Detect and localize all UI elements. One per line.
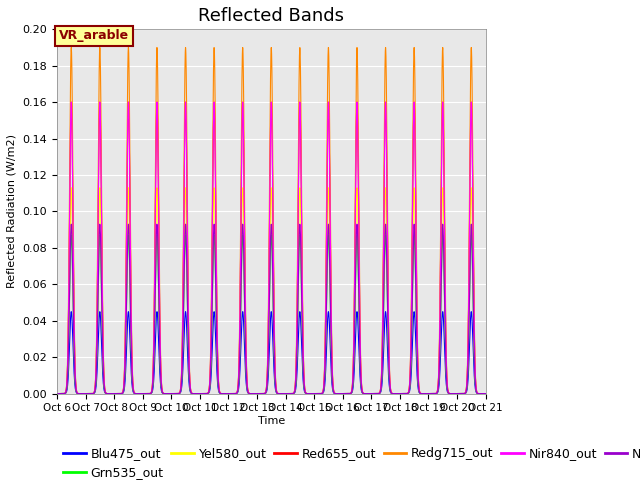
Yel580_out bbox=[256, 391, 264, 396]
Blu475_out bbox=[458, 391, 466, 396]
Redg715_out bbox=[53, 391, 61, 396]
Grn535_out bbox=[67, 232, 75, 238]
Red655_out bbox=[53, 391, 61, 396]
Blu475_out bbox=[199, 391, 207, 396]
Blu475_out bbox=[367, 391, 374, 396]
Grn535_out bbox=[199, 391, 207, 396]
Nir945_out bbox=[378, 360, 386, 366]
Nir945_out bbox=[367, 391, 374, 396]
Red655_out bbox=[199, 391, 207, 396]
Red655_out bbox=[482, 391, 490, 396]
Nir945_out bbox=[482, 391, 490, 396]
Red655_out bbox=[67, 99, 75, 105]
Redg715_out bbox=[482, 391, 490, 396]
Yel580_out bbox=[458, 391, 466, 396]
Title: Reflected Bands: Reflected Bands bbox=[198, 7, 344, 25]
Blu475_out bbox=[53, 391, 61, 396]
Line: Red655_out: Red655_out bbox=[57, 102, 486, 394]
Yel580_out bbox=[482, 391, 490, 396]
Grn535_out bbox=[378, 362, 386, 368]
Red655_out bbox=[458, 391, 466, 396]
Nir840_out bbox=[464, 362, 472, 368]
Nir840_out bbox=[53, 391, 61, 396]
Red655_out bbox=[464, 362, 472, 368]
Legend: Blu475_out, Grn535_out, Yel580_out, Red655_out, Redg715_out, Nir840_out, Nir945_: Blu475_out, Grn535_out, Yel580_out, Red6… bbox=[63, 447, 640, 480]
Blu475_out bbox=[378, 376, 386, 382]
Grn535_out bbox=[482, 391, 490, 396]
Blu475_out bbox=[67, 309, 75, 314]
Redg715_out bbox=[199, 391, 207, 396]
Nir840_out bbox=[67, 99, 75, 105]
Redg715_out bbox=[67, 45, 75, 50]
Nir840_out bbox=[458, 391, 466, 396]
Yel580_out bbox=[199, 391, 207, 396]
Nir945_out bbox=[53, 391, 61, 396]
Blu475_out bbox=[256, 391, 264, 396]
Line: Grn535_out: Grn535_out bbox=[57, 235, 486, 394]
Line: Nir945_out: Nir945_out bbox=[57, 224, 486, 394]
Nir840_out bbox=[256, 391, 264, 396]
Nir945_out bbox=[199, 391, 207, 396]
Yel580_out bbox=[464, 371, 472, 376]
Blu475_out bbox=[482, 391, 490, 396]
Nir945_out bbox=[458, 391, 466, 396]
Y-axis label: Reflected Radiation (W/m2): Reflected Radiation (W/m2) bbox=[7, 134, 17, 288]
Line: Yel580_out: Yel580_out bbox=[57, 188, 486, 394]
Redg715_out bbox=[256, 391, 264, 396]
X-axis label: Time: Time bbox=[258, 416, 285, 426]
Red655_out bbox=[256, 391, 264, 396]
Redg715_out bbox=[458, 391, 466, 396]
Redg715_out bbox=[464, 357, 472, 362]
Redg715_out bbox=[378, 328, 386, 334]
Yel580_out bbox=[378, 353, 386, 359]
Blu475_out bbox=[464, 383, 472, 388]
Grn535_out bbox=[367, 391, 374, 396]
Line: Blu475_out: Blu475_out bbox=[57, 312, 486, 394]
Text: VR_arable: VR_arable bbox=[59, 29, 129, 42]
Grn535_out bbox=[53, 391, 61, 396]
Nir945_out bbox=[67, 221, 75, 227]
Yel580_out bbox=[367, 391, 374, 396]
Line: Nir840_out: Nir840_out bbox=[57, 102, 486, 394]
Red655_out bbox=[367, 391, 374, 396]
Yel580_out bbox=[67, 185, 75, 191]
Redg715_out bbox=[367, 391, 374, 396]
Nir840_out bbox=[367, 391, 374, 396]
Yel580_out bbox=[53, 391, 61, 396]
Grn535_out bbox=[458, 391, 466, 396]
Line: Redg715_out: Redg715_out bbox=[57, 48, 486, 394]
Nir840_out bbox=[199, 391, 207, 396]
Nir945_out bbox=[256, 391, 264, 396]
Nir945_out bbox=[464, 374, 472, 380]
Grn535_out bbox=[256, 391, 264, 396]
Grn535_out bbox=[464, 375, 472, 381]
Nir840_out bbox=[378, 338, 386, 344]
Red655_out bbox=[378, 338, 386, 344]
Nir840_out bbox=[482, 391, 490, 396]
